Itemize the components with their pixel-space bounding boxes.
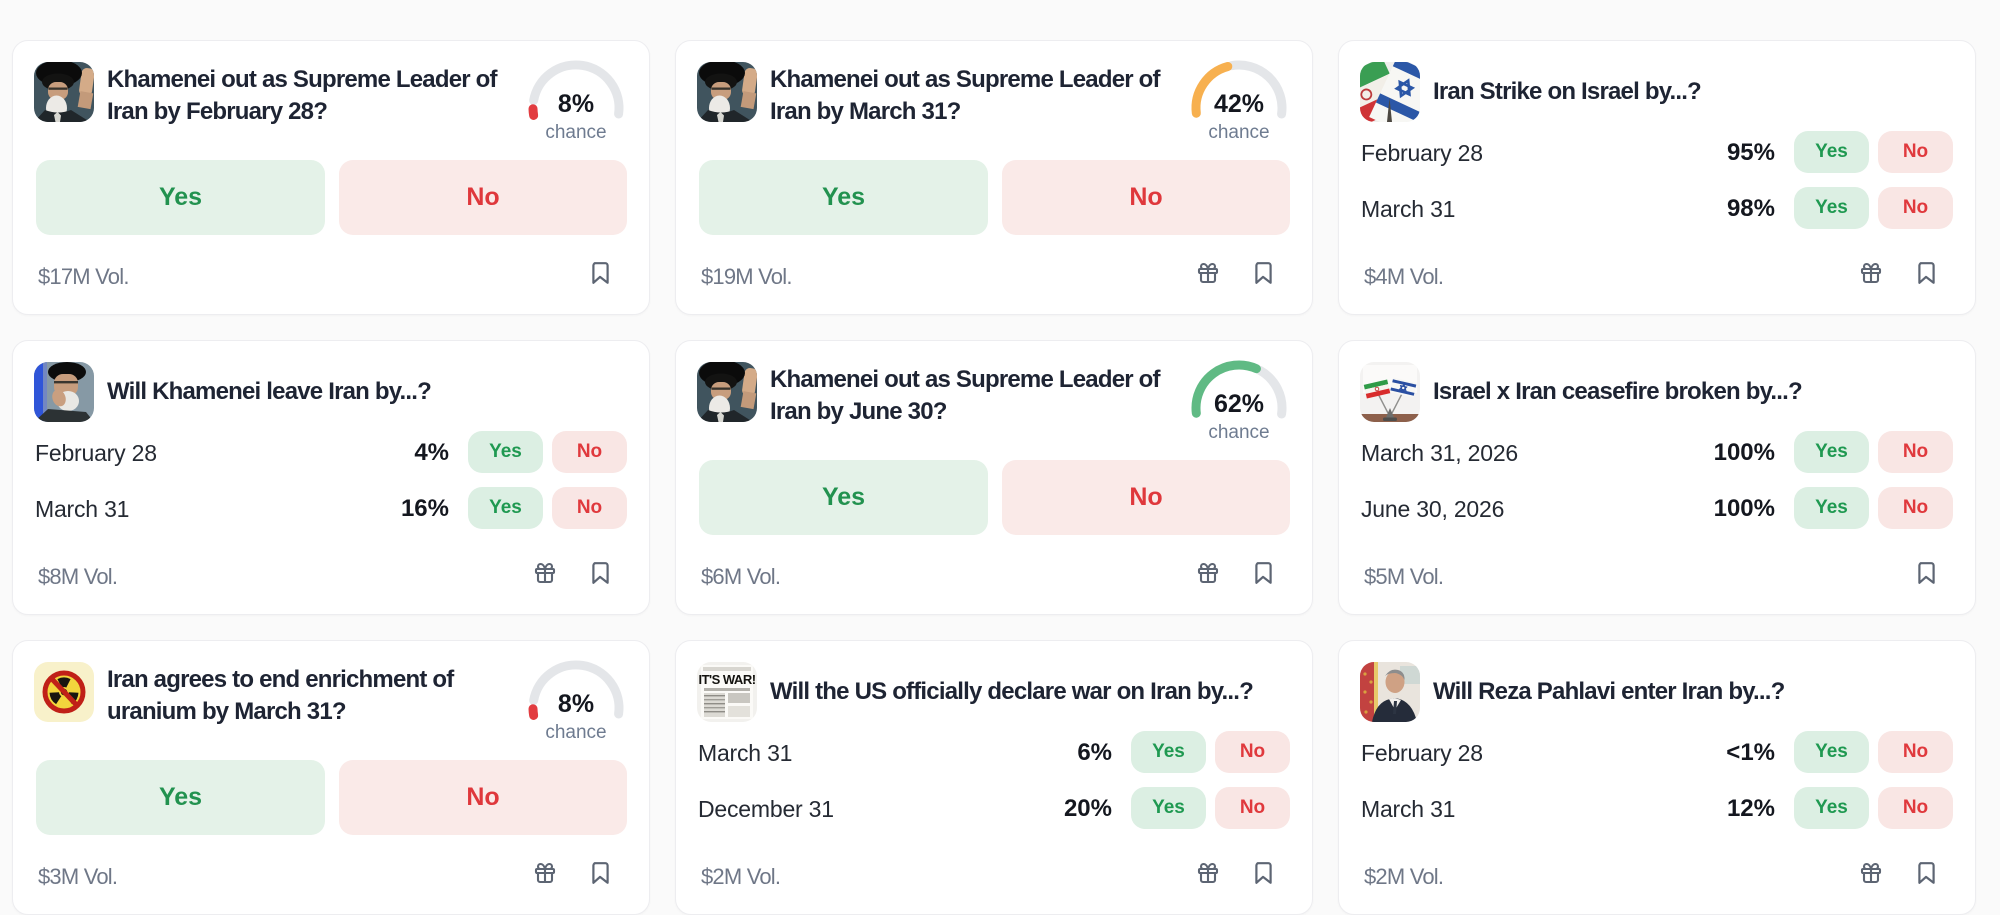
svg-text:IT'S WAR!: IT'S WAR! — [698, 672, 755, 687]
